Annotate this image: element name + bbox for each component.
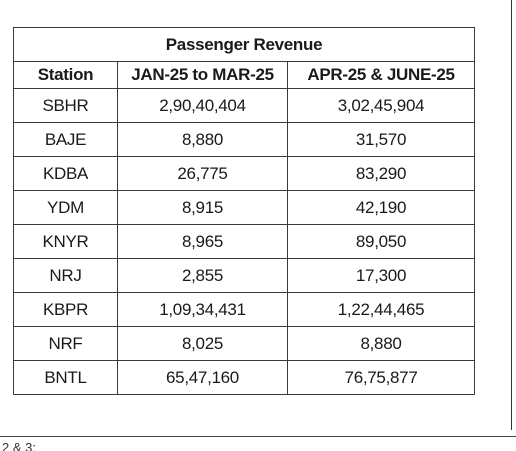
header-jan-mar: JAN-25 to MAR-25: [117, 61, 288, 89]
cell-jan-mar: 8,025: [117, 326, 288, 361]
table-row: BNTL 65,47,160 76,75,877: [13, 360, 476, 395]
header-station: Station: [13, 61, 118, 89]
table-row: KBPR 1,09,34,431 1,22,44,465: [13, 292, 476, 327]
cell-apr-jun: 3,02,45,904: [286, 88, 476, 123]
cell-jan-mar: 8,915: [117, 190, 288, 225]
page-frame-line: [511, 0, 512, 430]
cell-apr-jun: 1,22,44,465: [286, 292, 476, 327]
cell-apr-jun: 31,570: [286, 122, 476, 157]
cell-station: NRJ: [13, 258, 118, 293]
passenger-revenue-table: Passenger Revenue Station JAN-25 to MAR-…: [12, 27, 476, 395]
cell-jan-mar: 26,775: [117, 156, 288, 191]
table-row: YDM 8,915 42,190: [13, 190, 476, 225]
cell-station: KNYR: [13, 224, 118, 259]
table-row: KNYR 8,965 89,050: [13, 224, 476, 259]
cell-jan-mar: 2,90,40,404: [117, 88, 288, 123]
table-row: BAJE 8,880 31,570: [13, 122, 476, 157]
cell-apr-jun: 8,880: [286, 326, 476, 361]
cell-station: KBPR: [13, 292, 118, 327]
section-divider: [0, 436, 516, 437]
cell-station: KDBA: [13, 156, 118, 191]
cell-jan-mar: 8,965: [117, 224, 288, 259]
table-row: NRJ 2,855 17,300: [13, 258, 476, 293]
header-apr-jun: APR-25 & JUNE-25: [286, 61, 476, 89]
table-row: KDBA 26,775 83,290: [13, 156, 476, 191]
next-section-fragment: 2 & 3:: [2, 440, 36, 451]
cell-station: SBHR: [13, 88, 118, 123]
cell-jan-mar: 2,855: [117, 258, 288, 293]
cell-jan-mar: 1,09,34,431: [117, 292, 288, 327]
cell-apr-jun: 76,75,877: [286, 360, 476, 395]
cell-station: NRF: [13, 326, 118, 361]
table-row: SBHR 2,90,40,404 3,02,45,904: [13, 88, 476, 123]
cell-apr-jun: 89,050: [286, 224, 476, 259]
cell-jan-mar: 8,880: [117, 122, 288, 157]
cell-jan-mar: 65,47,160: [117, 360, 288, 395]
table-row: NRF 8,025 8,880: [13, 326, 476, 361]
cell-station: YDM: [13, 190, 118, 225]
cell-station: BAJE: [13, 122, 118, 157]
cell-station: BNTL: [13, 360, 118, 395]
cell-apr-jun: 42,190: [286, 190, 476, 225]
cell-apr-jun: 17,300: [286, 258, 476, 293]
table-header-row: Station JAN-25 to MAR-25 APR-25 & JUNE-2…: [13, 61, 476, 89]
cell-apr-jun: 83,290: [286, 156, 476, 191]
table-title: Passenger Revenue: [12, 27, 476, 62]
